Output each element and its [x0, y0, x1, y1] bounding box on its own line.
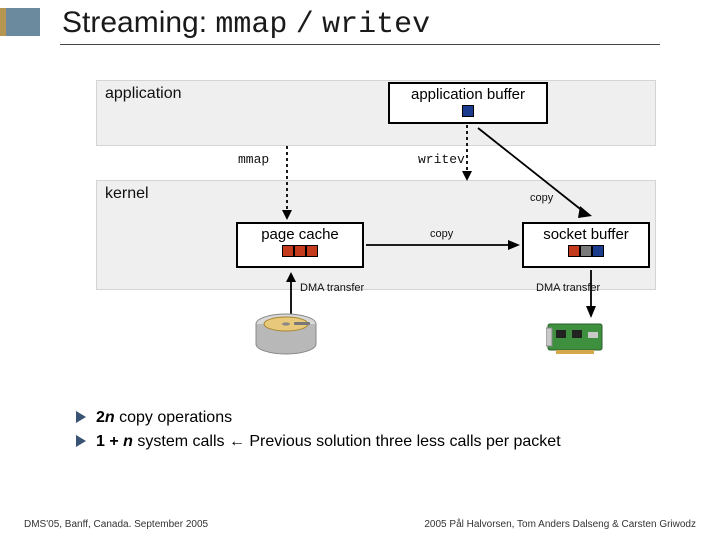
application-label: application — [105, 85, 182, 103]
app-buffer-chips — [462, 105, 474, 117]
dma-right-label: DMA transfer — [536, 282, 600, 294]
chip — [462, 105, 474, 117]
dma-left-arrow — [284, 270, 298, 316]
socket-buffer-chips — [568, 245, 604, 257]
page-title: Streaming: mmap / writev — [62, 6, 430, 42]
b1-pre: 2 — [96, 409, 105, 426]
title-code-mmap: mmap — [215, 8, 287, 42]
chip — [294, 245, 306, 257]
page-cache-chips — [282, 245, 318, 257]
footer-left: DMS'05, Banff, Canada. September 2005 — [24, 519, 208, 530]
bullet-marker-icon — [76, 435, 86, 447]
dma-left-label: DMA transfer — [300, 282, 364, 294]
copy-topright-label: copy — [530, 192, 553, 204]
bullet-2-text: 1 + n system calls ← Previous solution t… — [96, 430, 561, 454]
bullet-2: 1 + n system calls ← Previous solution t… — [76, 430, 561, 454]
b2-post1: system calls — [133, 433, 229, 450]
title-text: Streaming: — [62, 6, 207, 39]
chip — [568, 245, 580, 257]
bullet-marker-icon — [76, 411, 86, 423]
mmap-label: mmap — [238, 152, 269, 167]
b1-n: n — [105, 409, 115, 426]
b2-pre: 1 + — [96, 433, 123, 450]
bullet-1: 2n copy operations — [76, 406, 561, 430]
title-sep: / — [296, 8, 314, 42]
chip — [592, 245, 604, 257]
chip — [306, 245, 318, 257]
writev-label: writev — [418, 152, 465, 167]
dma-right-arrow — [584, 270, 598, 320]
application-buffer-box: application buffer — [388, 82, 548, 124]
nic-icon — [546, 320, 608, 356]
disk-icon — [250, 312, 322, 360]
socket-buffer-box: socket buffer — [522, 222, 650, 268]
chip — [580, 245, 592, 257]
b2-post2: Previous solution three less calls per p… — [245, 433, 561, 450]
title-code-writev: writev — [322, 8, 430, 42]
copy-topright-arrow — [474, 126, 614, 224]
footer-right: 2005 Pål Halvorsen, Tom Anders Dalseng &… — [424, 519, 696, 530]
mmap-arrow — [280, 146, 294, 222]
page-cache-box: page cache — [236, 222, 364, 268]
bullet-list: 2n copy operations 1 + n system calls ← … — [76, 406, 561, 454]
title-accent-bar — [0, 8, 40, 36]
bullet-1-text: 2n copy operations — [96, 406, 232, 430]
copy-mid-arrow — [366, 238, 522, 252]
b2-n: n — [123, 433, 133, 450]
socket-buffer-label: socket buffer — [543, 226, 629, 243]
kernel-label: kernel — [105, 185, 149, 203]
chip — [282, 245, 294, 257]
title-underline — [60, 44, 660, 45]
b1-post: copy operations — [115, 409, 232, 426]
page-cache-label: page cache — [261, 226, 339, 243]
b2-arrow: ← — [229, 433, 245, 450]
application-buffer-label: application buffer — [411, 86, 525, 103]
copy-mid-label: copy — [430, 228, 453, 240]
